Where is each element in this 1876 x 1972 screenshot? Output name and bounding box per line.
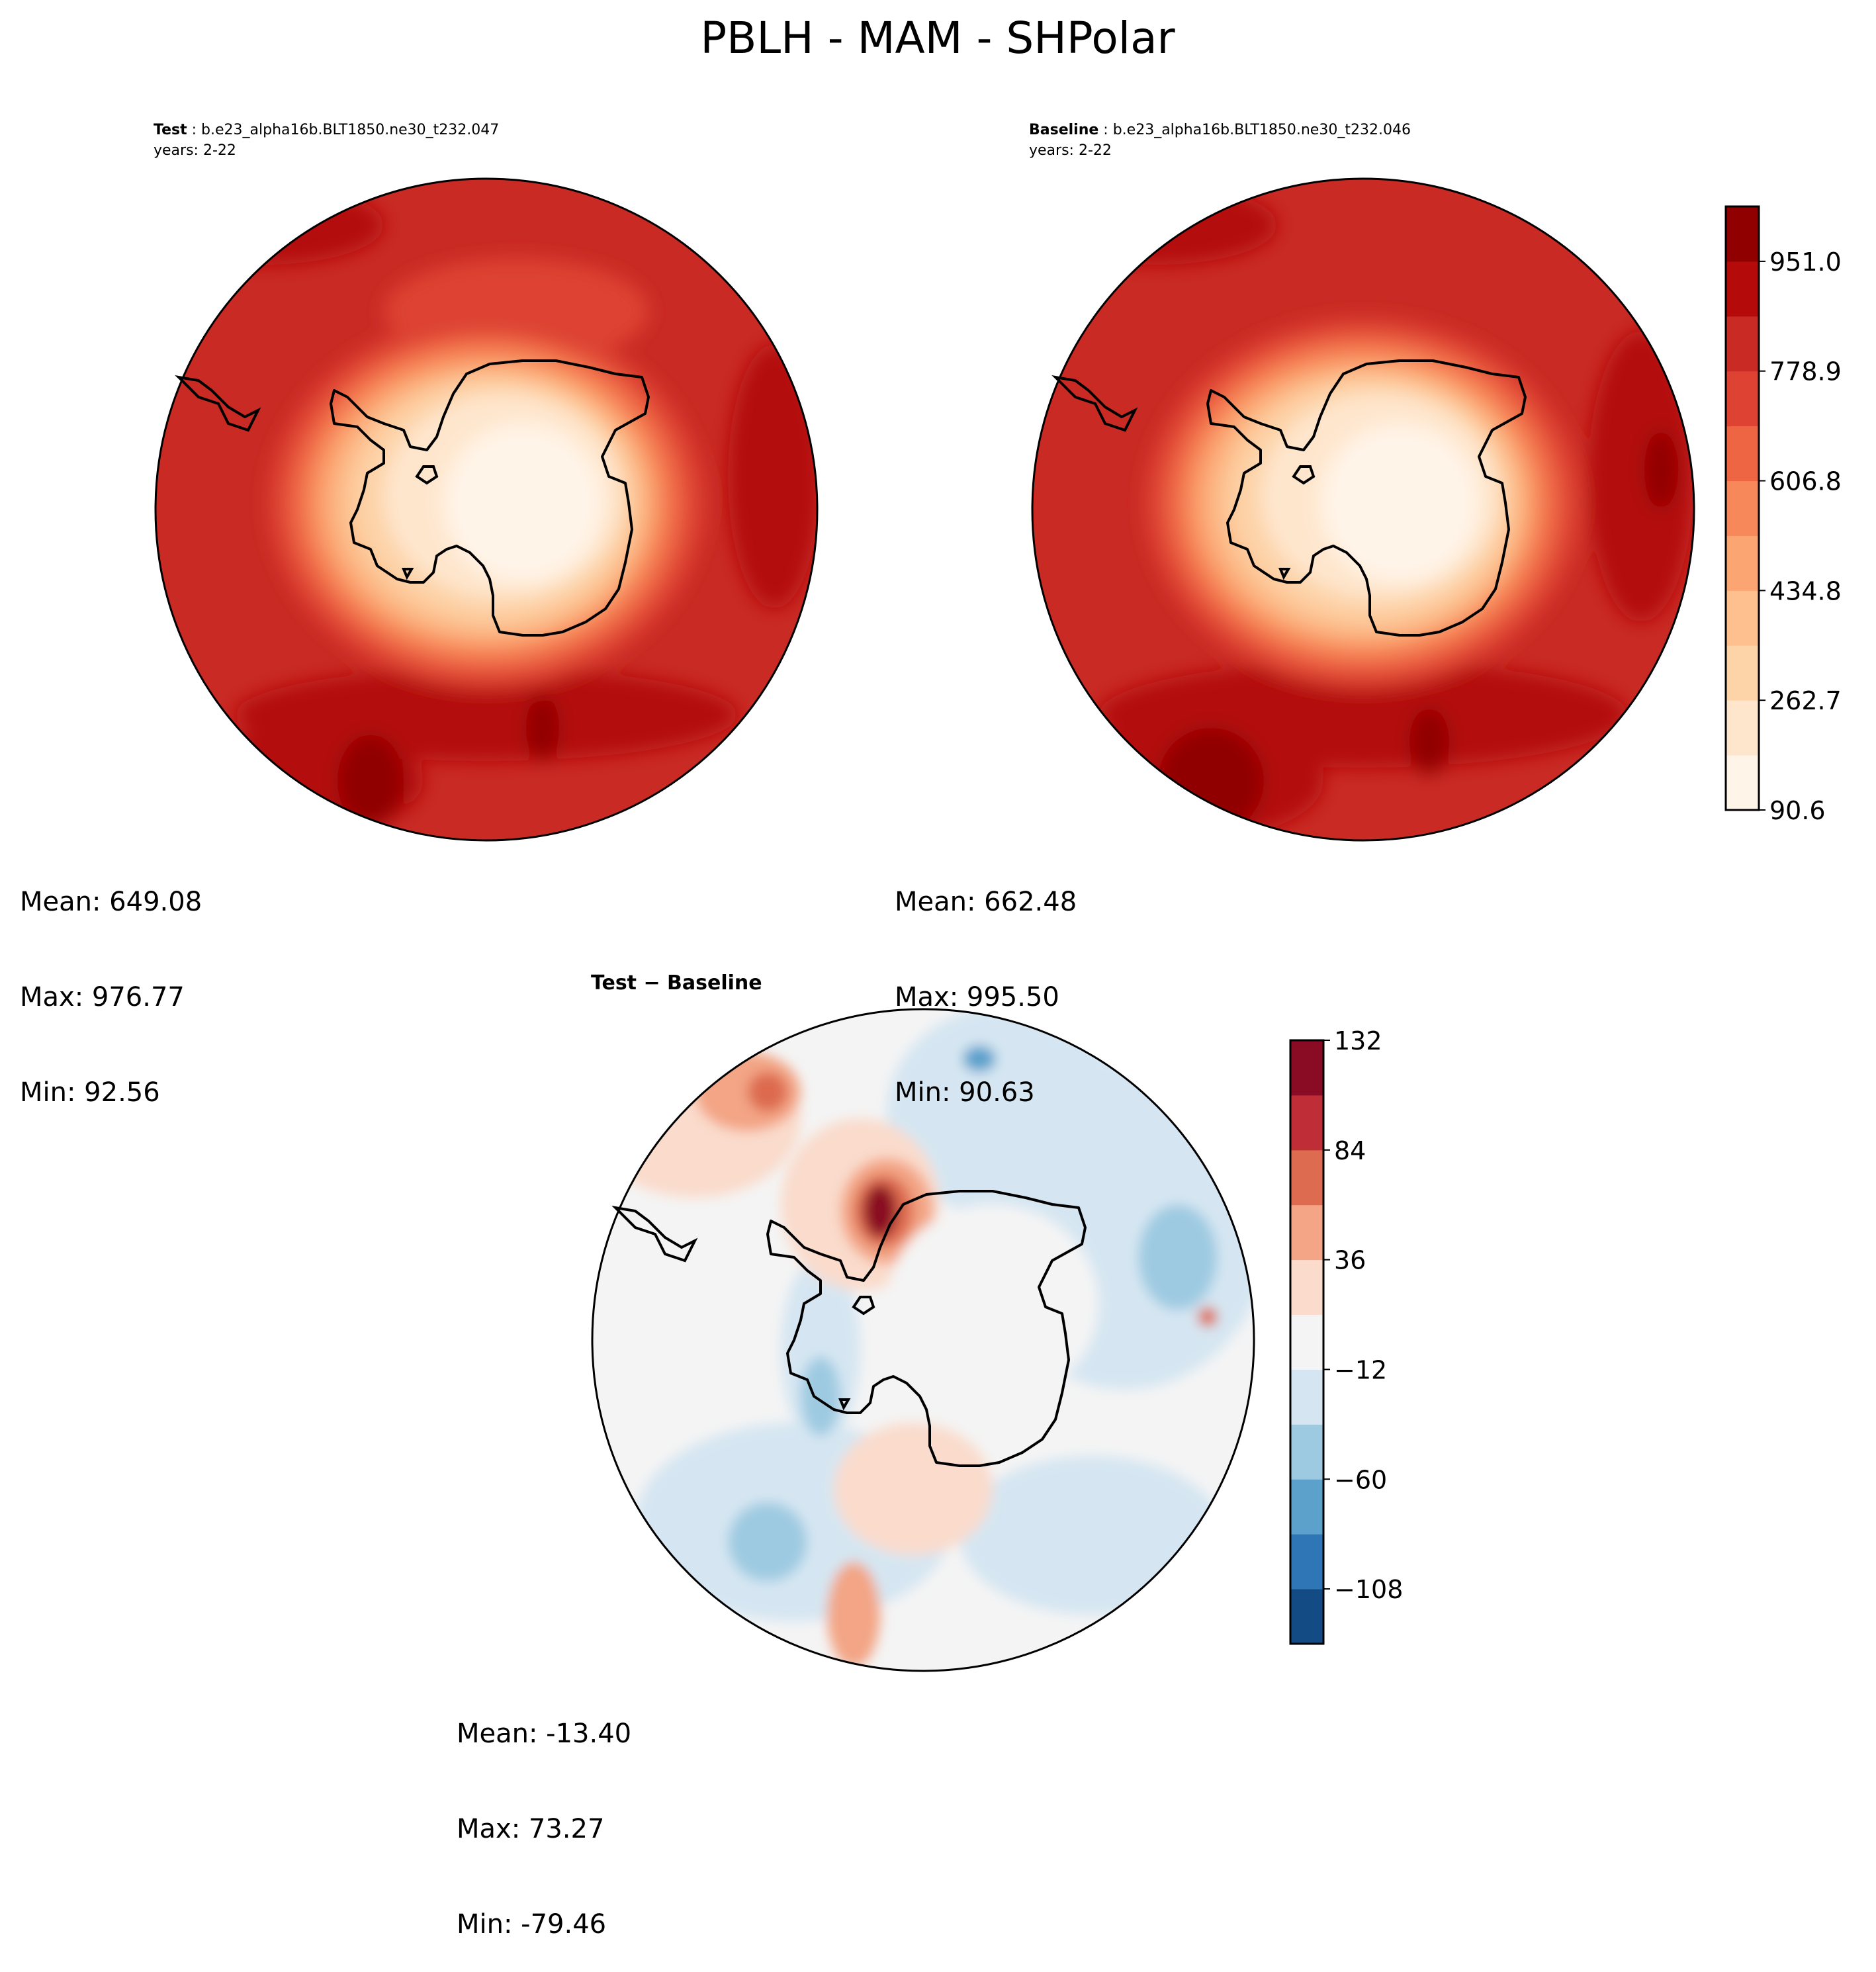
colorbar-main-tick-label: 434.8	[1769, 576, 1842, 605]
colorbar-main-segment	[1726, 590, 1759, 646]
colorbar-main-segment	[1726, 700, 1759, 756]
panel-test-coastline-peninsula-tip	[175, 375, 261, 432]
panel-test-stats: Mean: 649.08 Max: 976.77 Min: 92.56	[20, 823, 202, 1140]
panel-test-max: Max: 976.77	[20, 982, 185, 1012]
panel-baseline-label: Baseline	[1029, 122, 1098, 138]
colorbar-diff-segment	[1290, 1534, 1323, 1590]
colorbar-diff-tick-label: 84	[1334, 1136, 1366, 1165]
panel-baseline-case: b.e23_alpha16b.BLT1850.ne30_t232.046	[1113, 122, 1411, 138]
figure: PBLH - MAM - SHPolar Test : b.e23_alpha1…	[154, 13, 1842, 1672]
panel-test-boundary	[154, 177, 819, 842]
panel-diff-boundary	[591, 1008, 1255, 1672]
colorbar-diff-tick-label: −108	[1334, 1575, 1403, 1604]
panel-baseline-coastline-peninsula-tip	[1051, 375, 1138, 432]
panel-diff-map	[591, 1008, 1255, 1672]
colorbar-diff-segment	[1290, 1204, 1323, 1261]
panel-baseline-map	[1031, 177, 1695, 842]
colorbar-main-tick-label: 778.9	[1769, 357, 1842, 386]
panel-test-min: Min: 92.56	[20, 1077, 160, 1108]
panel-test-mean: Mean: 649.08	[20, 887, 202, 917]
colorbar-main-tick-label: 262.7	[1769, 686, 1842, 715]
panel-diff-stats: Mean: -13.40 Max: 73.27 Min: -79.46	[457, 1654, 631, 1972]
colorbar-diff-segment	[1290, 1424, 1323, 1480]
colorbar-main-tick-label: 606.8	[1769, 467, 1842, 496]
panel-test-case: b.e23_alpha16b.BLT1850.ne30_t232.047	[201, 122, 499, 138]
panel-test-heading: Test : b.e23_alpha16b.BLT1850.ne30_t232.…	[154, 122, 499, 138]
colorbar-main-tick-label: 90.6	[1769, 796, 1826, 825]
panel-test-label: Test	[154, 122, 187, 138]
colorbar-main-frame	[1724, 205, 1760, 811]
colorbar-main-segment	[1726, 755, 1759, 811]
panel-test-map	[154, 177, 819, 842]
panel-baseline-heading: Baseline : b.e23_alpha16b.BLT1850.ne30_t…	[1029, 122, 1411, 138]
colorbar-main: 90.6 262.7 434.8 606.8 778.9 951.0	[1724, 205, 1842, 825]
panel-baseline-years: years: 2-22	[1029, 142, 1112, 159]
panel-baseline-min: Min: 90.63	[895, 1077, 1035, 1108]
colorbar-diff-segment	[1290, 1314, 1323, 1370]
colorbar-main-segment	[1726, 316, 1759, 372]
panel-diff-coastline-peninsula-tip	[611, 1206, 698, 1263]
colorbar-main-segment	[1726, 645, 1759, 701]
panel-baseline-boundary	[1031, 177, 1695, 842]
colorbar-main-segment	[1726, 371, 1759, 427]
colorbar-main-segment	[1726, 426, 1759, 482]
colorbar-diff-tick-label: 132	[1334, 1026, 1382, 1055]
panel-baseline-max: Max: 995.50	[895, 982, 1059, 1012]
panel-test-years: years: 2-22	[154, 142, 236, 159]
colorbar-diff-segment	[1290, 1095, 1323, 1151]
colorbar-diff-segment	[1290, 1369, 1323, 1425]
figure-title: PBLH - MAM - SHPolar	[700, 13, 1175, 64]
colorbar-main-segment	[1726, 206, 1759, 262]
colorbar-diff-tick-label: 36	[1334, 1246, 1366, 1275]
colorbar-main-segment	[1726, 535, 1759, 591]
colorbar-main-segment	[1726, 261, 1759, 317]
colorbar-diff-segment	[1290, 1479, 1323, 1535]
colorbar-main-tick-label: 951.0	[1769, 247, 1842, 277]
colorbar-diff-segment	[1290, 1040, 1323, 1096]
panel-baseline-stats: Mean: 662.48 Max: 995.50 Min: 90.63	[895, 823, 1077, 1140]
colorbar-diff-tick-label: −60	[1334, 1465, 1387, 1494]
colorbar-diff-frame	[1289, 1039, 1325, 1645]
colorbar-diff-tick-label: −12	[1334, 1355, 1387, 1384]
colorbar-diff-segment	[1290, 1259, 1323, 1316]
panel-diff-max: Max: 73.27	[457, 1814, 605, 1844]
colorbar-main-segment	[1726, 480, 1759, 536]
colorbar-diff-segment	[1290, 1149, 1323, 1206]
panel-diff-min: Min: -79.46	[457, 1909, 607, 1940]
panel-baseline-mean: Mean: 662.48	[895, 887, 1077, 917]
colorbar-diff: −108 −60 −12 36 84 132	[1289, 1026, 1403, 1645]
colorbar-diff-segment	[1290, 1589, 1323, 1644]
panel-diff-mean: Mean: -13.40	[457, 1719, 632, 1749]
panel-diff-title: Test − Baseline	[591, 971, 762, 995]
